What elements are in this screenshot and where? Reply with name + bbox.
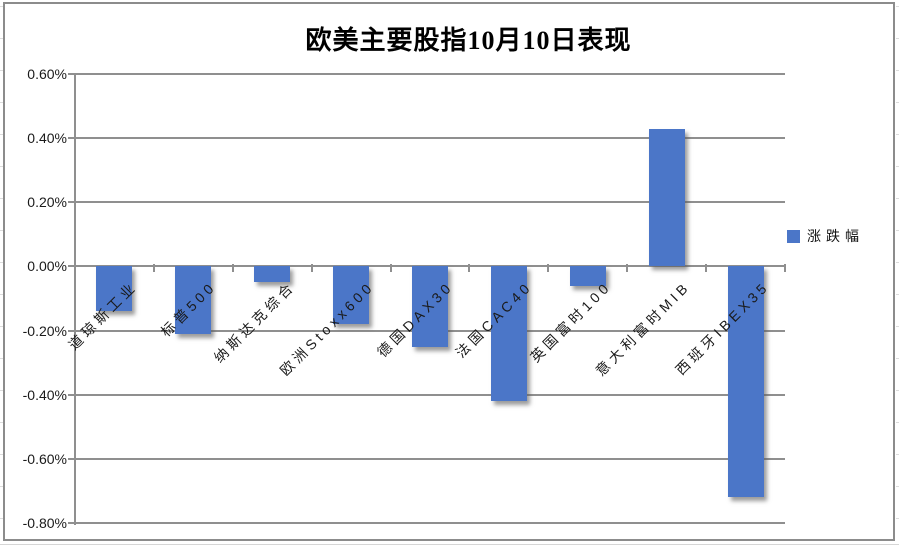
category-axis-tick (784, 264, 786, 273)
gridline-0.40% (75, 137, 785, 140)
sheet-gridline (0, 294, 3, 295)
category-axis-tick (468, 264, 471, 273)
y-axis-tick (68, 137, 75, 140)
sheet-gridline (896, 390, 899, 391)
bar-英国富时100[interactable] (569, 266, 606, 286)
bar-法国CAC40[interactable] (490, 266, 527, 402)
sheet-gridline (896, 230, 899, 231)
sheet-gridline (0, 198, 3, 199)
sheet-gridline (0, 326, 3, 327)
sheet-gridline (0, 230, 3, 231)
sheet-gridline (0, 454, 3, 455)
y-axis-label: -0.20% (22, 322, 67, 339)
sheet-gridline (0, 262, 3, 263)
bar-标普500[interactable] (175, 266, 212, 334)
legend-color-swatch (787, 229, 800, 243)
sheet-gridline (896, 326, 899, 327)
sheet-gridline (0, 166, 3, 167)
bar-德国DAX30[interactable] (412, 266, 448, 347)
sheet-gridline (896, 102, 899, 103)
gridline-0.20% (75, 201, 785, 204)
bar-西班牙IBEX35[interactable] (727, 266, 764, 498)
bar-意大利富时MIB[interactable] (648, 128, 685, 267)
sheet-gridline (0, 358, 3, 359)
gridline--0.40% (75, 393, 785, 396)
sheet-gridline-bottom (0, 544, 899, 545)
value-axis-line (74, 74, 76, 525)
legend-series-label: 涨跌幅 (807, 228, 864, 244)
legend[interactable]: 涨跌幅 (787, 226, 864, 246)
sheet-gridline (896, 518, 899, 519)
category-axis-tick (705, 264, 708, 273)
sheet-gridline (0, 70, 3, 71)
category-axis-tick (547, 264, 550, 273)
y-axis-tick (68, 329, 75, 332)
gridline-0.60% (75, 73, 785, 75)
bar-纳斯达克综合[interactable] (254, 266, 291, 283)
y-axis-tick (68, 265, 75, 268)
y-axis-label: 0.20% (27, 194, 67, 211)
category-axis-tick (389, 264, 392, 273)
sheet-gridline (896, 262, 899, 263)
sheet-gridline (0, 422, 3, 423)
sheet-gridline (0, 6, 3, 7)
category-axis-tick (626, 264, 629, 273)
y-axis-label: 0.00% (27, 258, 67, 275)
chart-title: 欧美主要股指10月10日表现 (305, 26, 632, 55)
y-axis-label: 0.40% (27, 130, 67, 147)
sheet-gridline (896, 294, 899, 295)
sheet-gridline (896, 38, 899, 39)
y-axis-tick (68, 522, 75, 524)
gridline--0.60% (75, 457, 785, 460)
category-axis-tick (231, 264, 234, 273)
sheet-gridline (896, 422, 899, 423)
y-axis-label: 0.60% (27, 66, 67, 82)
y-axis-label: -0.60% (22, 450, 67, 467)
sheet-gridline (896, 70, 899, 71)
sheet-gridline (0, 486, 3, 487)
sheet-gridline (0, 134, 3, 135)
sheet-gridline (0, 102, 3, 103)
y-axis-label: -0.40% (22, 386, 67, 403)
y-axis-tick (68, 457, 75, 460)
y-axis-tick (68, 393, 75, 396)
sheet-gridline (896, 198, 899, 199)
category-axis-tick (310, 264, 313, 273)
sheet-gridline (896, 134, 899, 135)
gridline--0.80% (75, 522, 785, 524)
bar-欧洲Stoxx600[interactable] (333, 266, 370, 325)
y-axis-label: -0.80% (22, 515, 67, 531)
y-axis-tick (68, 201, 75, 204)
sheet-gridline (896, 6, 899, 7)
sheet-gridline (896, 486, 899, 487)
y-axis-tick (68, 73, 75, 75)
category-axis-tick (152, 264, 155, 273)
sheet-gridline (896, 358, 899, 359)
sheet-gridline (0, 518, 3, 519)
sheet-gridline (0, 390, 3, 391)
sheet-gridline (896, 166, 899, 167)
sheet-gridline (896, 454, 899, 455)
sheet-gridline (0, 38, 3, 39)
bar-道琼斯工业[interactable] (96, 266, 133, 312)
